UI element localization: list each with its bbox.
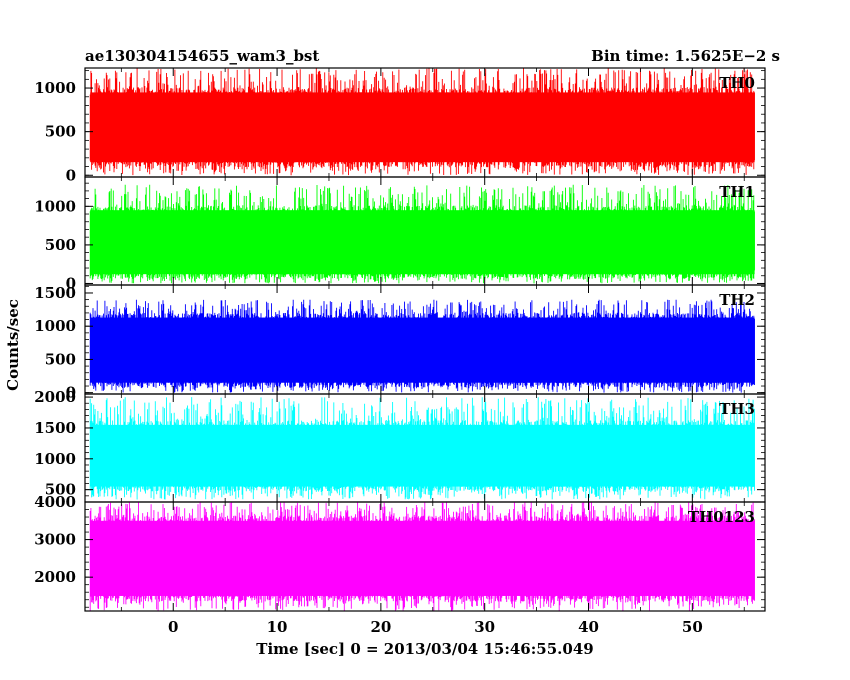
series-trace-th3 [89, 397, 755, 500]
y-tick-label: 0 [66, 384, 76, 402]
panel-label-th0: TH0 [719, 74, 755, 92]
panel-label-th3: TH3 [719, 400, 755, 418]
y-tick-label: 1000 [34, 79, 76, 97]
panel-label-th1: TH1 [719, 183, 755, 201]
header-bin-time-label: Bin time: 1.5625E−2 s [591, 47, 780, 65]
x-axis-label: Time [sec] 0 = 2013/03/04 15:46:55.049 [256, 640, 593, 658]
y-tick-label: 1500 [34, 419, 76, 437]
header-left-label: ae130304154655_wam3_bst [85, 47, 319, 65]
panel-label-th2: TH2 [719, 291, 755, 309]
y-tick-label: 1500 [34, 284, 76, 302]
y-tick-label: 0 [66, 166, 76, 184]
y-tick-label: 2000 [34, 568, 76, 586]
panel-label-th0123: TH0123 [688, 508, 755, 526]
y-tick-label: 3000 [34, 531, 76, 549]
y-tick-label: 1000 [34, 450, 76, 468]
x-tick-label: 40 [578, 618, 599, 636]
y-tick-label: 500 [45, 481, 76, 499]
series-trace-th1 [89, 184, 755, 284]
series-trace-th2 [89, 299, 755, 393]
y-tick-label: 500 [45, 123, 76, 141]
series-trace-th0 [89, 68, 755, 176]
y-axis-label: Counts/sec [4, 299, 22, 391]
series-trace-th0123 [89, 502, 755, 611]
x-tick-label: 30 [474, 618, 495, 636]
y-tick-label: 2000 [34, 388, 76, 406]
y-tick-label: 1000 [34, 197, 76, 215]
panel-frame-th0123 [84, 501, 766, 612]
y-tick-label: 500 [45, 236, 76, 254]
y-tick-label: 1000 [34, 317, 76, 335]
y-tick-label: 4000 [34, 493, 76, 511]
x-tick-label: 50 [682, 618, 703, 636]
x-tick-label: 20 [370, 618, 391, 636]
x-tick-label: 0 [168, 618, 178, 636]
x-tick-label: 10 [267, 618, 288, 636]
y-tick-label: 0 [66, 274, 76, 292]
y-tick-label: 500 [45, 350, 76, 368]
